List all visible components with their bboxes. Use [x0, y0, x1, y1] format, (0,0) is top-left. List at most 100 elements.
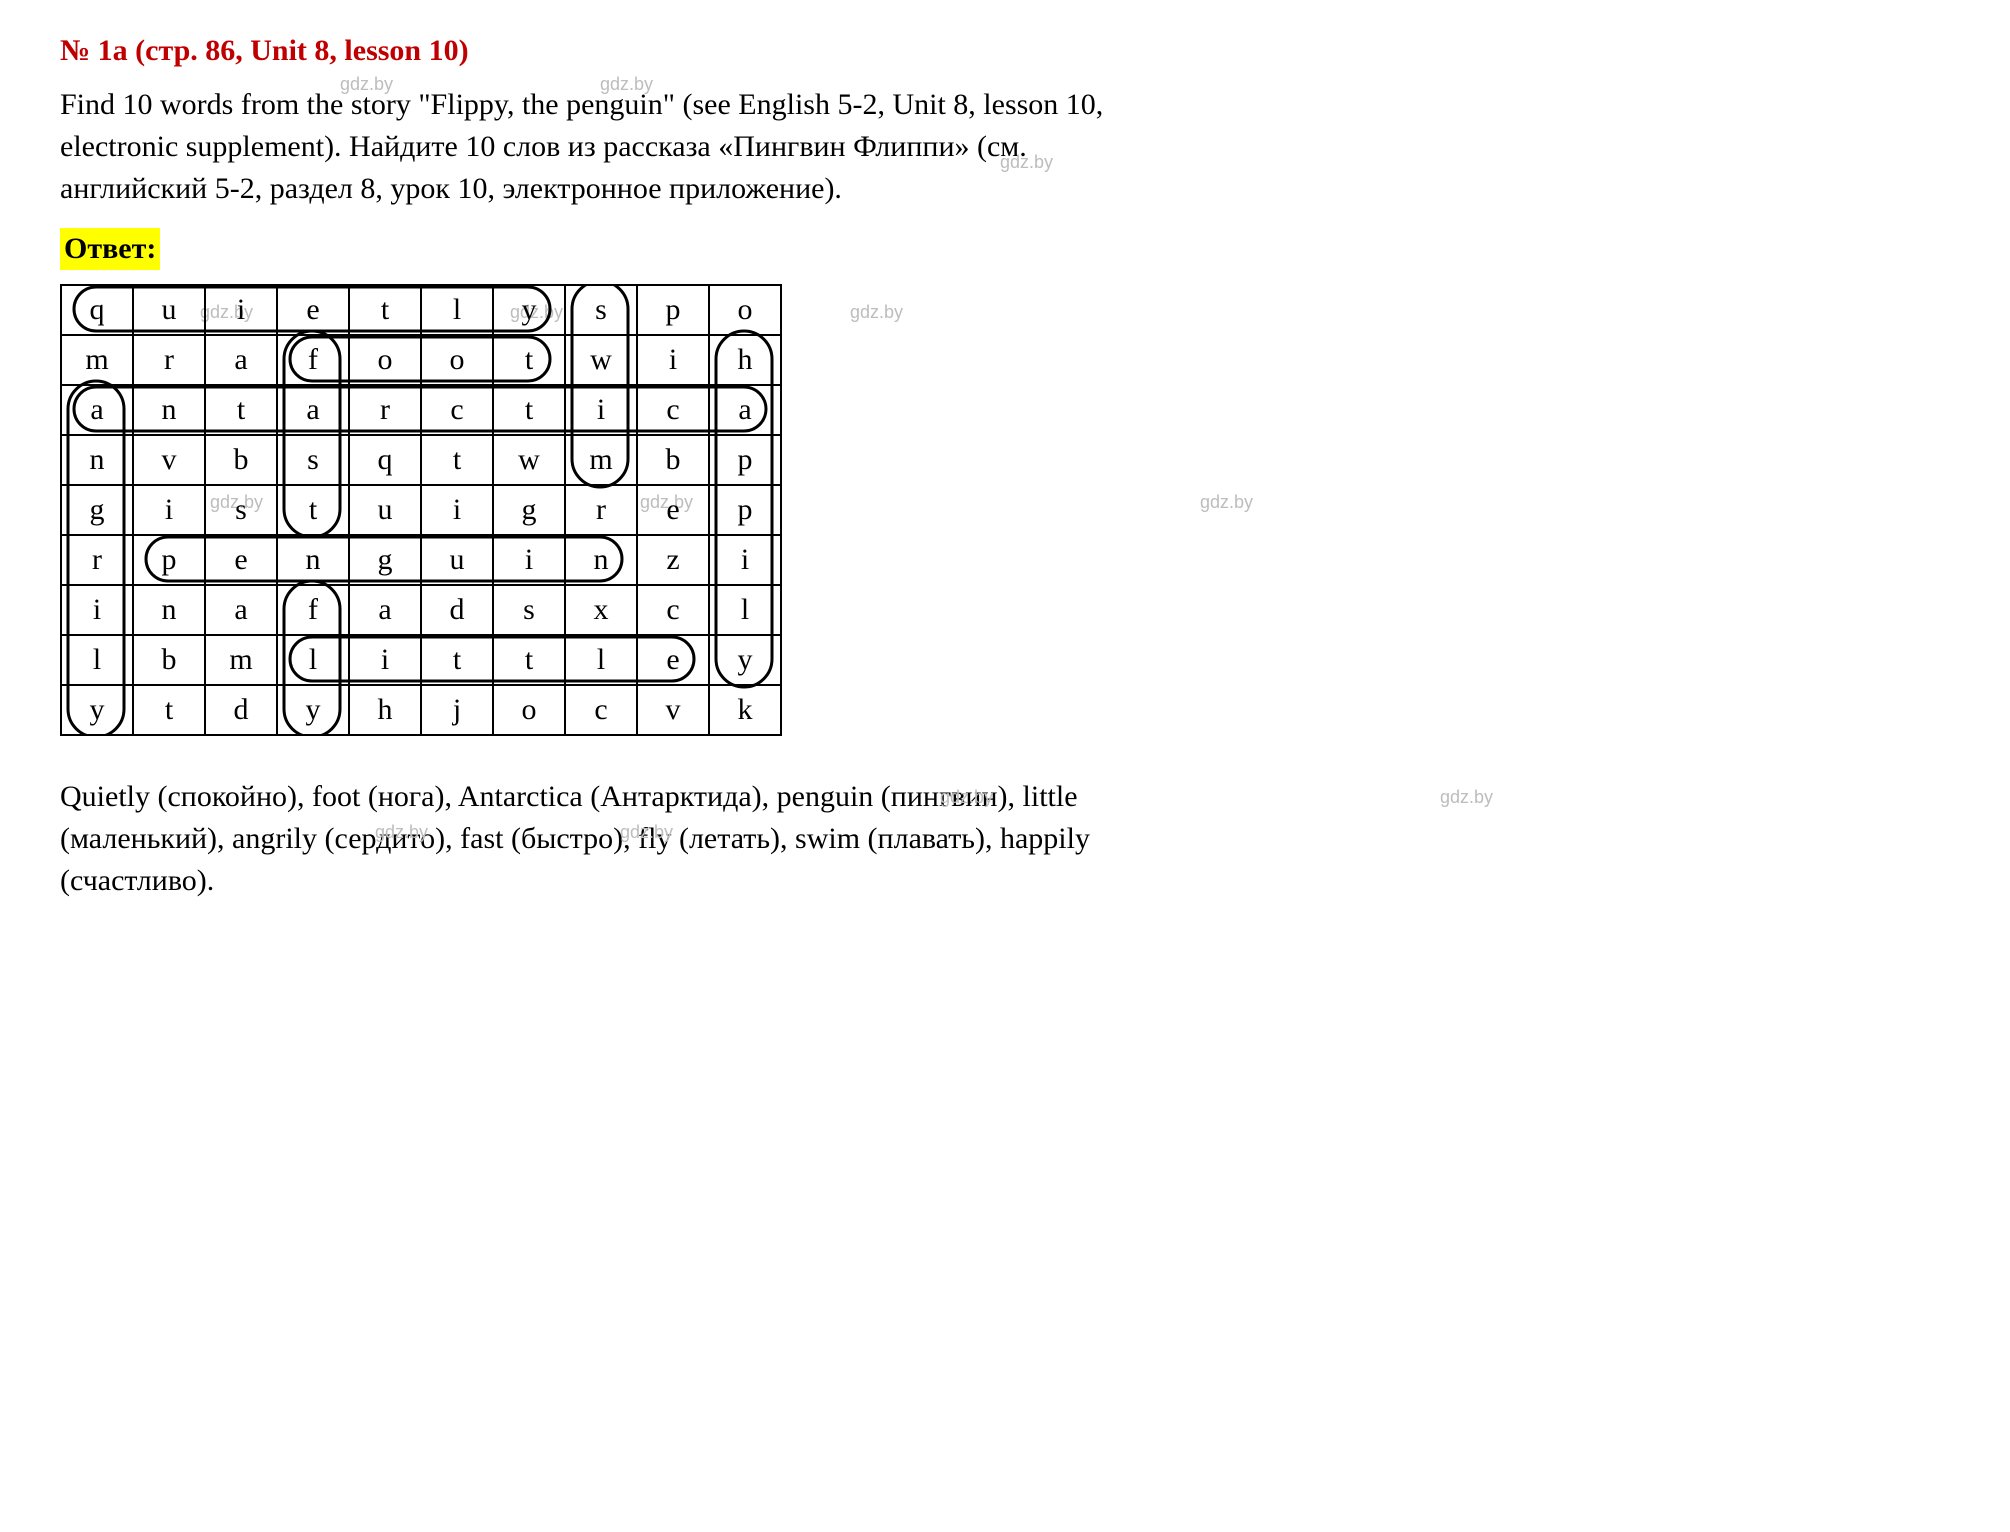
grid-cell: f: [277, 585, 349, 635]
grid-cell: y: [493, 285, 565, 335]
grid-cell: t: [493, 335, 565, 385]
grid-cell: l: [565, 635, 637, 685]
grid-cell: i: [349, 635, 421, 685]
grid-cell: s: [565, 285, 637, 335]
watermark: gdz.by: [1200, 490, 1253, 515]
grid-cell: e: [637, 485, 709, 535]
grid-cell: d: [421, 585, 493, 635]
grid-cell: c: [421, 385, 493, 435]
grid-cell: u: [133, 285, 205, 335]
grid-cell: s: [205, 485, 277, 535]
watermark: gdz.by: [1440, 785, 1493, 810]
grid-cell: l: [709, 585, 781, 635]
grid-cell: i: [61, 585, 133, 635]
grid-cell: j: [421, 685, 493, 735]
grid-cell: g: [61, 485, 133, 535]
grid-cell: f: [277, 335, 349, 385]
grid-cell: r: [349, 385, 421, 435]
grid-cell: o: [709, 285, 781, 335]
grid-cell: l: [61, 635, 133, 685]
grid-cell: h: [349, 685, 421, 735]
grid-cell: k: [709, 685, 781, 735]
grid-cell: n: [277, 535, 349, 585]
exercise-number: № 1a: [60, 34, 128, 67]
wordsearch-container: quietlyspomrafootwihantarcticanvbsqtwmbp…: [60, 284, 782, 736]
answers-list: Quietly (спокойно), foot (нога), Antarct…: [60, 776, 1160, 902]
grid-cell: t: [277, 485, 349, 535]
grid-cell: i: [421, 485, 493, 535]
grid-cell: w: [565, 335, 637, 385]
grid-cell: g: [349, 535, 421, 585]
watermark: gdz.by: [850, 300, 903, 325]
grid-cell: p: [637, 285, 709, 335]
grid-cell: y: [61, 685, 133, 735]
grid-cell: i: [493, 535, 565, 585]
grid-cell: t: [349, 285, 421, 335]
grid-cell: t: [493, 635, 565, 685]
grid-cell: h: [709, 335, 781, 385]
grid-cell: n: [133, 585, 205, 635]
grid-cell: o: [493, 685, 565, 735]
grid-cell: m: [205, 635, 277, 685]
grid-cell: o: [421, 335, 493, 385]
grid-cell: e: [205, 535, 277, 585]
grid-cell: m: [565, 435, 637, 485]
grid-cell: i: [637, 335, 709, 385]
grid-cell: l: [277, 635, 349, 685]
exercise-title: № 1a (стр. 86, Unit 8, lesson 10): [60, 30, 1950, 72]
grid-cell: z: [637, 535, 709, 585]
grid-cell: d: [205, 685, 277, 735]
grid-cell: g: [493, 485, 565, 535]
grid-cell: a: [205, 335, 277, 385]
grid-cell: v: [133, 435, 205, 485]
grid-cell: u: [349, 485, 421, 535]
grid-cell: y: [709, 635, 781, 685]
grid-cell: e: [637, 635, 709, 685]
grid-cell: a: [205, 585, 277, 635]
grid-cell: t: [421, 435, 493, 485]
grid-cell: y: [277, 685, 349, 735]
grid-cell: n: [61, 435, 133, 485]
grid-cell: b: [133, 635, 205, 685]
grid-cell: a: [709, 385, 781, 435]
grid-cell: c: [637, 385, 709, 435]
grid-cell: i: [133, 485, 205, 535]
grid-cell: a: [61, 385, 133, 435]
grid-cell: i: [565, 385, 637, 435]
exercise-ref: (стр. 86, Unit 8, lesson 10): [135, 34, 468, 67]
grid-cell: u: [421, 535, 493, 585]
grid-cell: a: [277, 385, 349, 435]
grid-cell: l: [421, 285, 493, 335]
grid-cell: s: [277, 435, 349, 485]
grid-cell: q: [61, 285, 133, 335]
grid-cell: b: [637, 435, 709, 485]
grid-cell: i: [709, 535, 781, 585]
grid-cell: p: [133, 535, 205, 585]
grid-cell: t: [421, 635, 493, 685]
grid-cell: p: [709, 435, 781, 485]
grid-cell: r: [133, 335, 205, 385]
grid-cell: t: [133, 685, 205, 735]
grid-cell: r: [61, 535, 133, 585]
grid-cell: r: [565, 485, 637, 535]
grid-cell: n: [133, 385, 205, 435]
wordsearch-grid: quietlyspomrafootwihantarcticanvbsqtwmbp…: [60, 284, 782, 736]
grid-cell: v: [637, 685, 709, 735]
grid-cell: n: [565, 535, 637, 585]
grid-cell: t: [493, 385, 565, 435]
grid-cell: p: [709, 485, 781, 535]
grid-cell: q: [349, 435, 421, 485]
grid-cell: c: [565, 685, 637, 735]
grid-cell: w: [493, 435, 565, 485]
grid-cell: i: [205, 285, 277, 335]
grid-cell: e: [277, 285, 349, 335]
grid-cell: s: [493, 585, 565, 635]
grid-cell: m: [61, 335, 133, 385]
exercise-prompt: Find 10 words from the story "Flippy, th…: [60, 84, 1160, 210]
grid-cell: x: [565, 585, 637, 635]
grid-cell: b: [205, 435, 277, 485]
answer-label: Ответ:: [60, 228, 160, 270]
grid-cell: o: [349, 335, 421, 385]
grid-cell: c: [637, 585, 709, 635]
grid-cell: t: [205, 385, 277, 435]
